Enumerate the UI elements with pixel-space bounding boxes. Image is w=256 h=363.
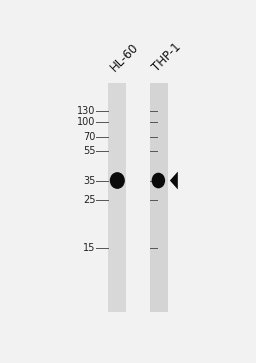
Text: 70: 70: [83, 132, 95, 142]
Text: THP-1: THP-1: [150, 41, 184, 74]
Text: 15: 15: [83, 242, 95, 253]
Text: HL-60: HL-60: [108, 41, 142, 74]
Ellipse shape: [152, 173, 165, 188]
Text: 35: 35: [83, 176, 95, 185]
Text: 130: 130: [77, 106, 95, 116]
Bar: [108, 83, 126, 312]
Ellipse shape: [110, 172, 125, 189]
Text: 100: 100: [77, 117, 95, 127]
Text: 55: 55: [83, 146, 95, 156]
Bar: [150, 83, 168, 312]
Text: 25: 25: [83, 195, 95, 205]
Polygon shape: [170, 172, 178, 189]
